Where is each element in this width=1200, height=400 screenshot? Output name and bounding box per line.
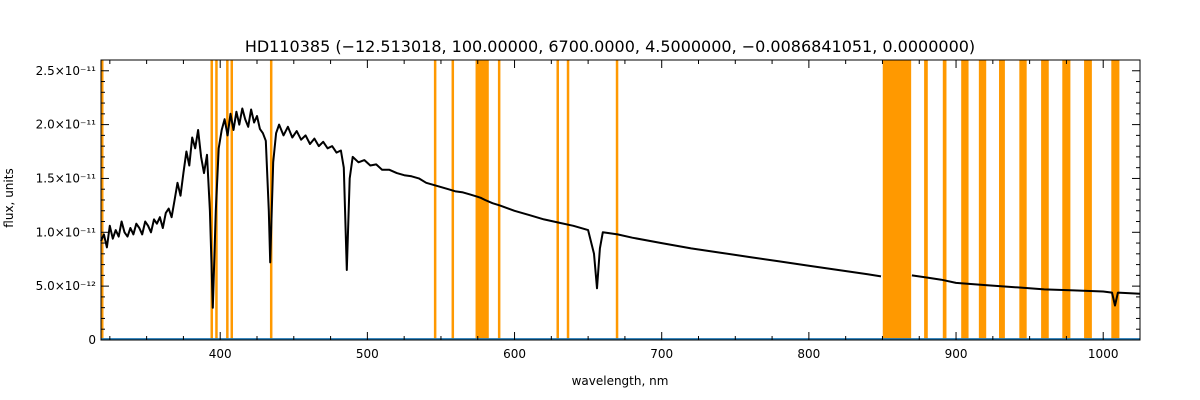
y-tick-label: 5.0×10⁻¹² [36,279,97,293]
masked-band [1084,60,1092,340]
y-tick-label: 0 [88,333,96,347]
masked-band [497,60,501,340]
y-tick-label: 1.5×10⁻¹¹ [36,171,97,185]
y-axis-label: flux, units [2,168,16,227]
y-tick-label: 2.5×10⁻¹¹ [36,64,97,78]
masked-band [882,60,912,340]
series-layer [100,107,1141,340]
masked-band [210,60,213,340]
masked-band [924,60,928,340]
masked-band [1111,60,1120,340]
spectrum-line [911,274,1141,307]
y-tick-label: 2.0×10⁻¹¹ [36,118,97,132]
masked-band [1062,60,1071,340]
x-tick-label: 1000 [1088,347,1119,361]
masked-band [978,60,987,340]
y-axis-ticks: 0 5.0×10⁻¹² 1.0×10⁻¹¹ 1.5×10⁻¹¹ 2.0×10⁻¹¹ 2.5… [36,64,1140,347]
x-tick-label: 700 [650,347,673,361]
masked-band [942,60,947,340]
masked-band [433,60,437,340]
masked-band [961,60,969,340]
masked-band [999,60,1005,340]
mask-bands [101,60,1120,340]
masked-band [615,60,619,340]
spectrum-line [100,107,882,309]
x-tick-label: 900 [945,347,968,361]
x-tick-label: 400 [209,347,232,361]
masked-band [566,60,570,340]
x-tick-label: 800 [797,347,820,361]
masked-band [451,60,455,340]
masked-band [475,60,489,340]
x-axis-label: wavelength, nm [572,374,669,388]
masked-band [226,60,229,340]
masked-band [1019,60,1027,340]
masked-band [1041,60,1049,340]
x-tick-label: 500 [356,347,379,361]
chart-title: HD110385 (−12.513018, 100.00000, 6700.00… [245,37,975,56]
y-tick-label: 1.0×10⁻¹¹ [36,225,97,239]
x-tick-label: 600 [503,347,526,361]
x-axis-ticks: 400 500 600 700 800 900 1000 [109,60,1141,361]
masked-band [556,60,559,340]
masked-band [230,60,234,340]
